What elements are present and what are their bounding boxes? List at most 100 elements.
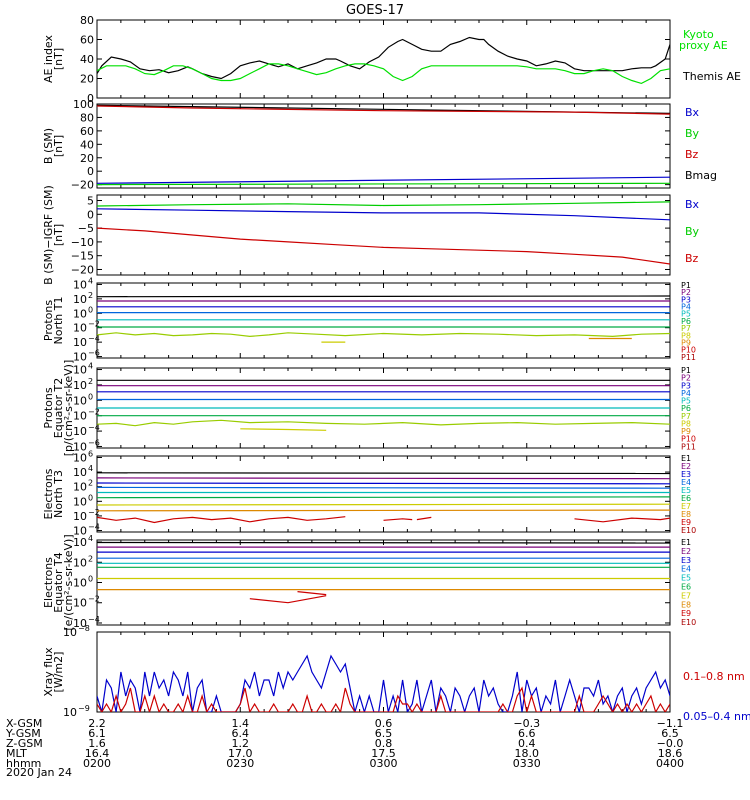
x-axis-value: 1.4 <box>232 717 250 730</box>
panel-frame <box>96 103 671 189</box>
x-axis-value: 6.5 <box>375 727 393 740</box>
legend-entry: E6 <box>681 494 691 503</box>
series-e4 <box>97 486 670 489</box>
series-bz <box>97 227 670 265</box>
x-axis-value: 0300 <box>370 757 398 770</box>
y-tick-label: 20 <box>80 152 94 165</box>
series-p1 <box>97 295 670 298</box>
y-tick-exponent: −4 <box>88 523 100 532</box>
legend-entry: 0.1–0.8 nm <box>683 670 745 683</box>
y-tick-exponent: 0 <box>88 493 93 502</box>
y-axis-label: B (SM)−IGRF (SM) <box>42 185 55 285</box>
series-e8 <box>97 509 670 512</box>
x-axis-value: −1.1 <box>657 717 684 730</box>
y-axis-label: North T1 <box>52 297 65 345</box>
y-tick-label: 60 <box>80 125 94 138</box>
y-tick-label: 60 <box>80 34 94 47</box>
series-bz <box>97 105 670 115</box>
y-tick-label: −20 <box>71 263 94 276</box>
x-axis-value: 0.8 <box>375 737 393 750</box>
legend-entry: P11 <box>681 442 696 451</box>
y-tick-label: 10 <box>73 536 87 549</box>
y-tick-label: 10 <box>73 495 87 508</box>
series-p7 <box>97 419 670 427</box>
legend-entry: E4 <box>681 478 691 487</box>
legend-entry: E8 <box>681 510 691 519</box>
legend-entry: E9 <box>681 518 691 527</box>
legend-entry: P9 <box>681 427 691 436</box>
legend-entry: By <box>685 225 700 238</box>
legend-entry: E4 <box>681 565 691 574</box>
legend-entry: P7 <box>681 324 691 333</box>
y-tick-label: 10 <box>73 379 87 392</box>
legend-entry: P9 <box>681 338 691 347</box>
series-0-05-0-4-nm <box>97 654 670 712</box>
legend-entry: P4 <box>681 389 691 398</box>
legend-entry: E2 <box>681 462 691 471</box>
y-tick-label: 10 <box>73 278 87 291</box>
y-tick-label: 10 <box>73 510 87 523</box>
legend-entry: E10 <box>681 526 696 535</box>
y-axis-label: [nT] <box>52 48 65 70</box>
series-by <box>97 182 670 186</box>
series-kyoto-proxy-ae <box>97 63 670 85</box>
legend-entry: proxy AE <box>679 39 728 52</box>
y-tick-exponent: 2 <box>88 377 93 386</box>
x-axis-value: −0.0 <box>657 737 684 750</box>
x-axis-value: 6.1 <box>88 727 106 740</box>
y-tick-exponent: 2 <box>88 554 93 563</box>
legend-entry: P1 <box>681 366 691 375</box>
legend-entry: 0.05–0.4 nm <box>683 710 750 723</box>
x-axis-value: 1.2 <box>232 737 250 750</box>
x-axis-value: 0.6 <box>375 717 393 730</box>
y-axis-label: Protons <box>42 300 55 341</box>
y-tick-label: 10 <box>73 351 87 364</box>
legend-entry: E1 <box>681 538 691 547</box>
y-axis-label: [p/(cm²-s-sr-keV)] <box>62 360 75 457</box>
y-tick-label: 40 <box>80 53 94 66</box>
y-tick-exponent: −6 <box>88 349 100 358</box>
y-tick-label: 10 <box>73 336 87 349</box>
y-axis-label: B (SM) <box>42 128 55 164</box>
legend-entry: E7 <box>681 502 691 511</box>
panel-bigrf: 50−5−10−15−20 B (SM)−IGRF (SM)[nT] Bx By Bz <box>42 185 700 285</box>
y-tick-label: −10 <box>71 236 94 249</box>
x-axis-row-label: Y-GSM <box>5 727 41 740</box>
series-p8 <box>240 428 327 431</box>
x-axis-row-label: Z-GSM <box>6 737 43 750</box>
legend-entry: E5 <box>681 574 691 583</box>
y-axis-label: Equator T4 <box>52 552 65 612</box>
y-tick-label: 10 <box>63 706 77 719</box>
legend-entry: Bmag <box>685 169 717 182</box>
series-e6 <box>97 496 670 499</box>
x-axis-row-label: MLT <box>6 747 27 760</box>
y-axis-label: [nT] <box>52 224 65 246</box>
y-tick-label: −5 <box>78 222 94 235</box>
x-axis-value: 18.6 <box>658 747 683 760</box>
x-axis-value: 0.4 <box>518 737 536 750</box>
legend-entry: P3 <box>681 295 691 304</box>
panel-frame <box>96 194 671 276</box>
x-axis-value: 17.5 <box>371 747 396 760</box>
y-axis-label: North T3 <box>52 470 65 518</box>
legend-entry: E6 <box>681 583 691 592</box>
x-axis-value: 18.0 <box>515 747 540 760</box>
y-tick-label: 10 <box>73 597 87 610</box>
y-tick-label: 10 <box>73 617 87 630</box>
y-axis-label: AE index <box>42 34 55 83</box>
y-tick-label: 10 <box>73 322 87 335</box>
legend-entry: Themis AE <box>682 70 741 83</box>
legend-entry: P2 <box>681 288 691 297</box>
legend-entry: P7 <box>681 412 691 421</box>
x-axis-value: 2.2 <box>88 717 106 730</box>
y-tick-exponent: −2 <box>88 408 100 417</box>
y-axis-label: Equator T2 <box>52 378 65 438</box>
legend-entry: Kyoto <box>683 28 714 41</box>
legend-entry: E8 <box>681 600 691 609</box>
